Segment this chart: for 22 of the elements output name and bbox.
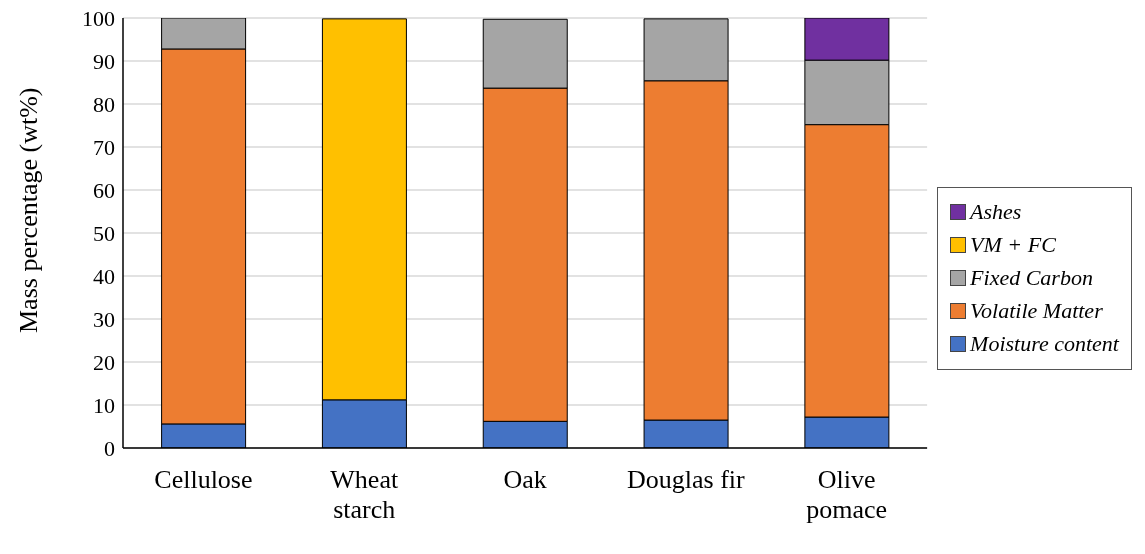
y-tick-label: 30 [93, 306, 115, 332]
x-tick-label: Wheat starch [330, 465, 399, 524]
legend-label: Ashes [970, 199, 1022, 225]
y-tick-label: 0 [104, 435, 115, 461]
legend-label: VM + FC [970, 232, 1056, 258]
y-tick-label: 100 [82, 5, 115, 31]
x-tick-label: Douglas fir [627, 465, 746, 494]
y-axis-title: Mass percentage (wt%) [14, 87, 44, 333]
y-tick-label: 10 [93, 392, 115, 418]
y-tick-label: 40 [93, 263, 115, 289]
y-tick-label: 70 [93, 134, 115, 160]
x-tick-label: Cellulose [154, 465, 253, 494]
legend-label: Fixed Carbon [970, 265, 1093, 291]
legend-label: Volatile Matter [970, 298, 1103, 324]
y-tick-label: 20 [93, 349, 115, 375]
y-tick-label: 80 [93, 91, 115, 117]
x-tick-label: Olive pomace [806, 465, 888, 524]
y-tick-label: 50 [93, 220, 115, 246]
y-tick-label: 60 [93, 177, 115, 203]
legend-label: Moisture content [970, 331, 1119, 357]
y-tick-label: 90 [93, 48, 115, 74]
x-tick-label: Oak [503, 465, 547, 494]
